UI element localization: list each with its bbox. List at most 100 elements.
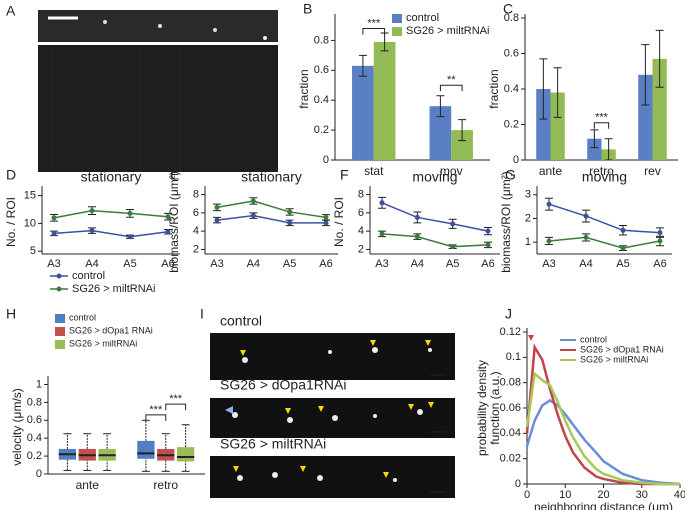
x-tick-label: retro — [589, 164, 614, 178]
panel-label: D — [6, 167, 16, 183]
x-tick-label: A4 — [85, 258, 98, 270]
panel-label: F — [340, 167, 349, 183]
legend-label: SG26 > miltRNAi — [406, 25, 489, 37]
bar — [587, 138, 602, 160]
y-tick-label: 4 — [358, 225, 364, 237]
series-line — [381, 233, 489, 248]
point — [414, 234, 420, 240]
panel-label: J — [505, 306, 512, 322]
y-tick-label: 0.04 — [500, 427, 521, 439]
peak-marker — [528, 335, 534, 341]
y-tick-label: 0.2 — [504, 118, 519, 130]
legend-label: control — [406, 12, 439, 24]
error-bar — [436, 95, 445, 118]
significance-label: *** — [149, 404, 163, 416]
error-bar — [358, 54, 367, 77]
point — [450, 221, 456, 227]
y-tick-label: 2 — [358, 243, 364, 255]
legend-label: SG26 > miltRNAi — [72, 283, 155, 295]
y-tick-label: 1 — [525, 236, 531, 248]
y-tick-label: 0.06 — [500, 402, 521, 414]
bar — [550, 92, 565, 160]
x-tick-label: 10 — [559, 489, 571, 501]
point — [214, 217, 220, 223]
y-axis-label: fraction — [487, 69, 501, 108]
x-tick-label: A6 — [653, 258, 666, 270]
y-tick-label: 0.02 — [500, 453, 521, 465]
bar — [652, 58, 667, 161]
x-tick-label: ante — [76, 478, 100, 492]
point — [657, 238, 663, 244]
series-line — [548, 236, 661, 249]
point — [127, 210, 133, 216]
point — [546, 238, 552, 244]
x-tick-label: A4 — [411, 258, 424, 270]
x-tick-label: A4 — [579, 258, 592, 270]
x-tick-label: A5 — [123, 258, 136, 270]
series-line — [53, 209, 169, 219]
point — [620, 227, 626, 233]
chart-title: stationary — [81, 169, 142, 185]
y-axis-label: biomass/ROI (μm²) — [499, 171, 513, 273]
y-axis-label: probability density — [475, 360, 489, 456]
legend-label: SG26 > dOpa1 RNAi — [580, 344, 664, 354]
y-tick-label: 0.12 — [500, 326, 521, 338]
x-axis-label: neighboring distance (μm) — [534, 500, 673, 510]
y-tick-label: 0 — [323, 154, 329, 166]
y-tick-label: 0.6 — [504, 47, 519, 59]
y-tick-label: 2 — [193, 243, 199, 255]
x-tick-label: A6 — [161, 258, 174, 270]
y-tick-label: 6 — [358, 207, 364, 219]
panel-label: C — [503, 1, 513, 17]
y-axis-label: fraction — [297, 69, 311, 108]
y-tick-label: 8 — [193, 188, 199, 200]
y-tick-label: 0.8 — [504, 12, 519, 24]
x-tick-label: A5 — [446, 258, 459, 270]
x-tick-label: A6 — [481, 258, 494, 270]
panel-label: G — [505, 167, 516, 183]
panel-label: I — [200, 306, 204, 322]
y-tick-label: 0.4 — [314, 94, 329, 106]
legend-label: control — [580, 334, 607, 344]
image-label: SG26 > miltRNAi — [220, 436, 326, 452]
error-bar — [655, 29, 664, 88]
y-tick-label: 0.6 — [27, 414, 42, 426]
series-line — [216, 200, 327, 219]
y-tick-label: 0.2 — [27, 450, 42, 462]
x-tick-label: 30 — [636, 489, 648, 501]
density-line — [525, 343, 680, 486]
point — [250, 213, 256, 219]
x-tick-label: rev — [644, 164, 661, 178]
point — [51, 230, 57, 236]
x-tick-label: 0 — [524, 489, 530, 501]
x-tick-label: A3 — [542, 258, 555, 270]
bar — [352, 65, 374, 160]
y-axis-label: No. / ROI — [4, 197, 18, 247]
panel-label: E — [170, 167, 179, 183]
y-tick-label: 0 — [513, 154, 519, 166]
point — [414, 214, 420, 220]
series-line — [381, 202, 489, 232]
y-tick-label: 0.2 — [314, 124, 329, 136]
x-tick-label: ante — [539, 164, 563, 178]
chart-title: moving — [412, 169, 457, 185]
y-tick-label: 0 — [515, 478, 521, 490]
chart-title: moving — [582, 169, 627, 185]
bar — [429, 106, 452, 160]
legend-swatch — [55, 314, 65, 323]
y-tick-label: 5 — [30, 245, 36, 257]
significance-bracket — [362, 27, 386, 35]
legend-label: SG26 > miltRNAi — [580, 354, 648, 364]
y-tick-label: 4 — [193, 225, 199, 237]
legend-label: control — [69, 312, 96, 322]
point — [127, 234, 133, 240]
x-tick-label: A3 — [375, 258, 388, 270]
point — [323, 214, 329, 220]
point — [250, 198, 256, 204]
y-tick-label: 0.4 — [27, 432, 42, 444]
x-tick-label: A5 — [283, 258, 296, 270]
legend-marker — [56, 286, 62, 292]
error-bar — [590, 129, 599, 149]
legend-swatch — [55, 340, 65, 349]
point — [583, 213, 589, 219]
